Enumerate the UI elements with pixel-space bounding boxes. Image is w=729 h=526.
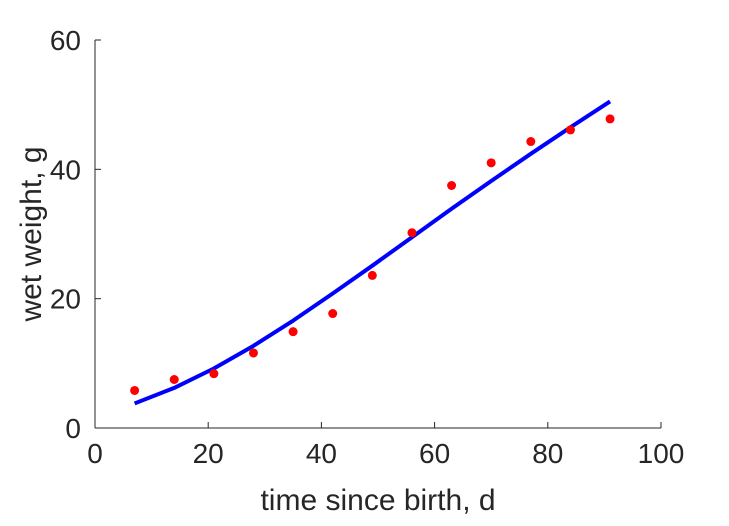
data-point: [130, 385, 140, 395]
data-point: [447, 181, 457, 190]
series: [130, 99, 615, 406]
data-point: [367, 270, 377, 280]
data-point: [328, 309, 338, 319]
fit-curve-line: [133, 99, 612, 406]
data-point: [288, 327, 298, 337]
x-tick-label: 60: [419, 438, 450, 469]
data-point: [169, 375, 179, 384]
x-tick-label: 20: [193, 438, 224, 469]
y-tick-label: 0: [65, 413, 81, 444]
data-point: [565, 125, 575, 135]
ticks: 0 20 40 60 80 100 0 20 40 60: [50, 25, 685, 469]
y-axis-label: wet weight, g: [15, 146, 48, 322]
y-tick-label: 20: [50, 284, 81, 315]
x-tick-label: 0: [87, 438, 103, 469]
data-point: [209, 369, 219, 379]
x-axis-label: time since birth, d: [260, 484, 495, 517]
y-tick-label: 40: [50, 154, 81, 185]
x-tick-label: 40: [306, 438, 337, 469]
x-tick-label: 80: [532, 438, 563, 469]
data-point: [486, 158, 496, 168]
data-point: [526, 137, 536, 147]
data-point: [248, 348, 258, 358]
data-point: [605, 114, 615, 124]
data-point: [407, 228, 417, 238]
x-tick-label: 100: [638, 438, 685, 469]
y-tick-label: 60: [50, 25, 81, 56]
axes: [94, 40, 661, 429]
